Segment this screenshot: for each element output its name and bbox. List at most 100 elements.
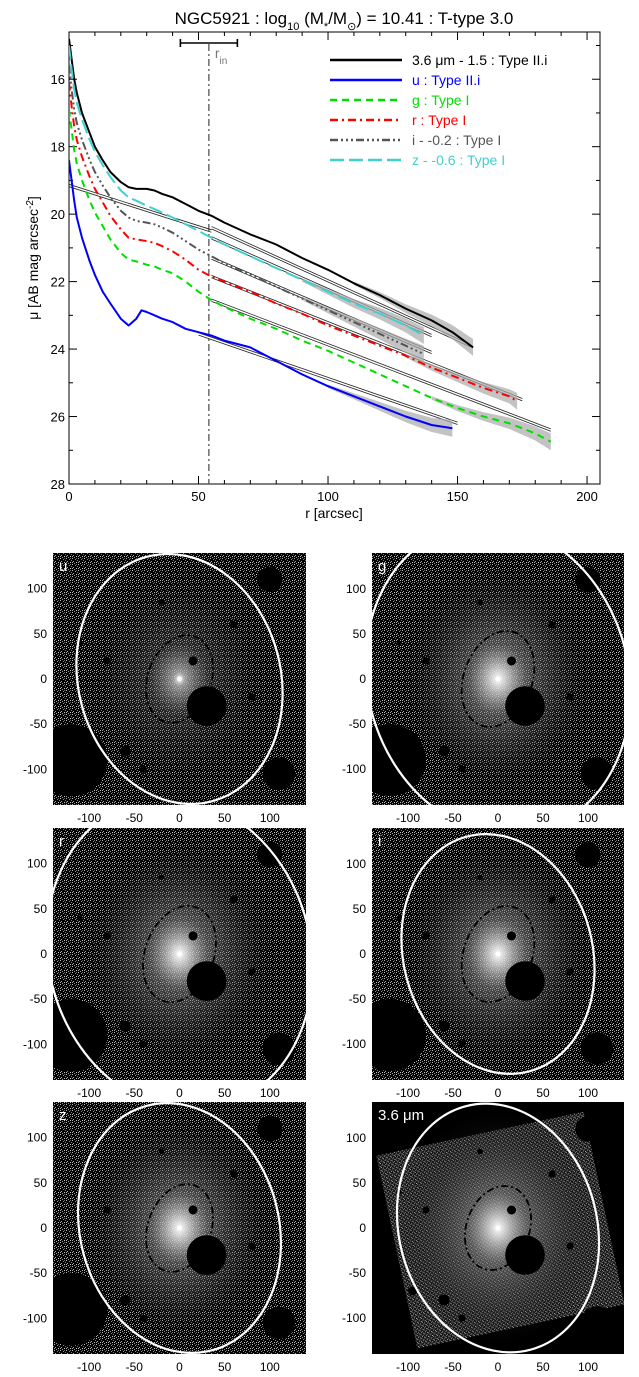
error-band xyxy=(353,281,474,356)
fit-line xyxy=(69,183,212,231)
panel-y-tick-label: 50 xyxy=(353,902,367,916)
panel-y-tick-label: -100 xyxy=(23,1037,47,1051)
panel-y-tick-label: 0 xyxy=(359,947,366,961)
mask-circle xyxy=(188,1205,198,1215)
mask-circle xyxy=(548,896,556,904)
y-tick-label: 24 xyxy=(51,342,65,357)
x-tick-label: 150 xyxy=(447,489,469,504)
panel-image xyxy=(372,553,624,805)
galaxy-core xyxy=(177,1225,182,1231)
surface-brightness-profile-chart: NGC5921 : log10 (M*/M⊙) = 10.41 : T-type… xyxy=(25,9,601,521)
mask-circle xyxy=(53,724,108,797)
panel-image xyxy=(53,828,306,1080)
mask-circle xyxy=(139,1314,147,1322)
panel-y-tick-label: -50 xyxy=(349,1266,367,1280)
y-axis-ticks: 16 18 20 22 24 26 28 xyxy=(51,44,600,492)
mask-circle xyxy=(103,932,111,940)
panel-x-tick-label: -100 xyxy=(396,1086,420,1100)
mask-circle xyxy=(507,1205,516,1215)
legend-label: 3.6 μm - 1.5 : Type II.i xyxy=(412,52,547,68)
mask-circle xyxy=(186,1235,227,1275)
r-in-marker: rin xyxy=(179,39,239,484)
panel-x-tick-label: 100 xyxy=(260,811,280,825)
panel-y-tick-label: 50 xyxy=(353,627,367,641)
x-axis-label: r [arcsec] xyxy=(305,505,363,521)
mask-circle xyxy=(438,1020,450,1032)
y-tick-label: 20 xyxy=(51,207,65,222)
panel-label: g xyxy=(378,558,386,575)
mask-circle xyxy=(548,1170,556,1178)
galaxy-core xyxy=(495,1225,501,1231)
panel-y-tick-label: -100 xyxy=(342,1037,366,1051)
mask-circle xyxy=(53,999,108,1072)
mask-circle xyxy=(458,765,466,773)
mask-circle xyxy=(396,915,402,921)
fit-line xyxy=(69,186,212,233)
panel-label: z xyxy=(59,1107,67,1124)
outer-ellipse xyxy=(400,833,596,1075)
panel-x-tick-label: -100 xyxy=(77,1086,101,1100)
y-tick-label: 28 xyxy=(51,477,65,492)
panel-y-tick-label: -100 xyxy=(23,1311,47,1325)
galaxy-core xyxy=(177,676,182,682)
panel-y-tick-label: 0 xyxy=(40,1221,47,1235)
mask-circle xyxy=(89,1012,99,1022)
fit-line xyxy=(211,300,551,432)
fit-line xyxy=(198,332,458,423)
inner-ellipse xyxy=(145,634,214,724)
panel-label: r xyxy=(59,833,64,850)
panel-x-tick-label: 100 xyxy=(578,1086,598,1100)
x-tick-label: 50 xyxy=(191,489,205,504)
mask-circle xyxy=(408,737,417,747)
panel-label: i xyxy=(378,833,381,850)
error-band xyxy=(405,354,518,410)
panel-y-tick-label: 50 xyxy=(353,1176,367,1190)
panel-x-tick-label: -50 xyxy=(444,1360,462,1374)
inner-ellipse xyxy=(142,904,217,1004)
panel-x-tick-label: -100 xyxy=(396,811,420,825)
mask-circle xyxy=(103,1206,111,1214)
mask-circle xyxy=(507,656,516,666)
mask-circle xyxy=(477,1148,483,1155)
mask-circle xyxy=(119,745,131,757)
panel-x-tick-label: -50 xyxy=(126,1360,144,1374)
fit-line xyxy=(211,228,471,348)
panel-x-tick-label: 0 xyxy=(176,1360,183,1374)
image-panel: 3.6 μm -100 -50 0 50 100 100 50 0 -50 -100 xyxy=(342,1102,624,1374)
x-tick-label: 100 xyxy=(317,489,339,504)
mask-circle xyxy=(158,874,165,880)
mask-circle xyxy=(257,566,283,593)
panel-y-tick-label: 50 xyxy=(34,1176,48,1190)
mask-circle xyxy=(188,656,198,666)
legend-label: i - -0.2 : Type I xyxy=(412,132,501,148)
panel-x-tick-label: 0 xyxy=(495,1360,502,1374)
panel-image xyxy=(372,1102,624,1354)
mask-circle xyxy=(396,640,402,646)
panel-y-tick-label: -100 xyxy=(23,762,47,776)
mask-circle xyxy=(257,1115,283,1142)
legend: 3.6 μm - 1.5 : Type II.i u : Type II.i g :… xyxy=(330,52,547,168)
panel-y-tick-label: 50 xyxy=(34,627,48,641)
fit-line xyxy=(211,298,551,430)
x-tick-label: 0 xyxy=(65,489,72,504)
legend-label: g : Type I xyxy=(412,92,469,108)
panel-y-tick-label: 0 xyxy=(40,947,47,961)
mask-circle xyxy=(505,686,545,726)
mask-circle xyxy=(458,1314,466,1322)
panel-y-tick-label: -50 xyxy=(30,992,48,1006)
panel-x-tick-label: 100 xyxy=(578,811,598,825)
mask-circle xyxy=(158,599,165,605)
panel-x-tick-label: 50 xyxy=(536,811,550,825)
mask-circle xyxy=(77,915,83,921)
mask-circle xyxy=(580,757,614,790)
image-panel: u -100 -50 0 50 100 100 50 0 -50 -100 xyxy=(23,553,306,825)
panel-y-tick-label: -50 xyxy=(349,992,367,1006)
panel-x-tick-label: -50 xyxy=(126,1086,144,1100)
y-tick-label: 26 xyxy=(51,410,65,425)
panel-y-tick-label: 50 xyxy=(34,902,48,916)
mask-circle xyxy=(507,931,516,941)
mask-circle xyxy=(566,1242,574,1250)
panel-image xyxy=(372,828,624,1080)
panel-y-tick-label: -50 xyxy=(30,1266,48,1280)
